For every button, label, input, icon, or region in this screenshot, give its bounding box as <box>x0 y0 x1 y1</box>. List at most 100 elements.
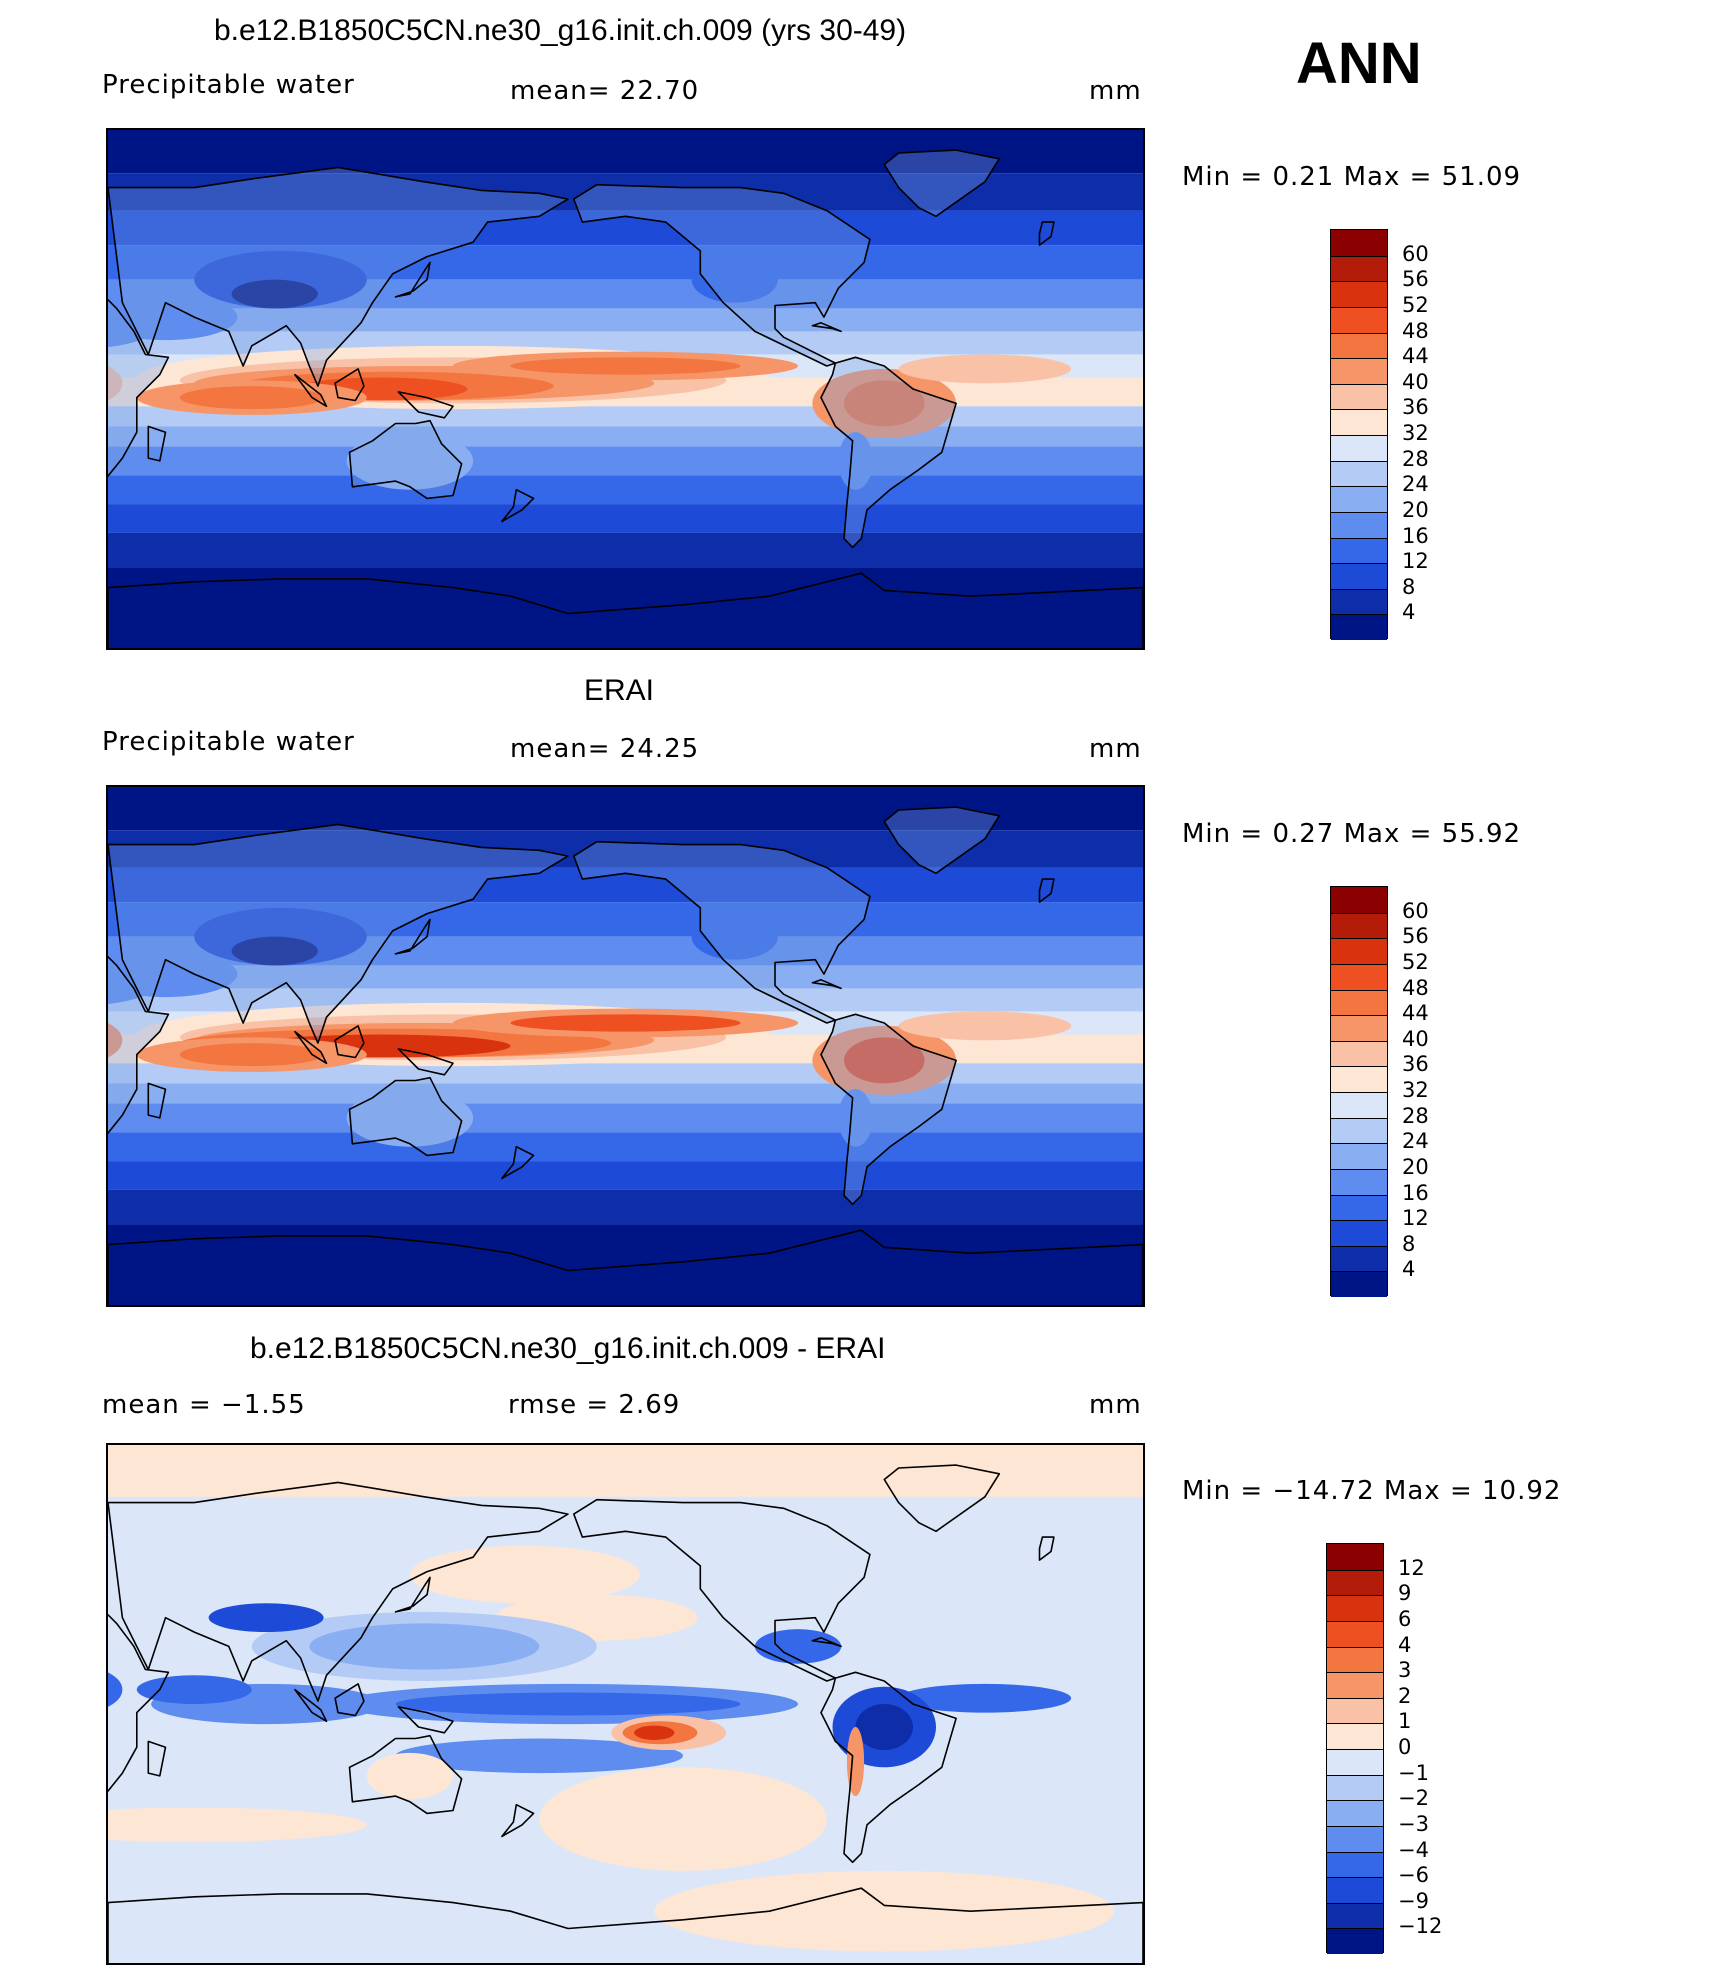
colorbar-swatch <box>1327 1749 1383 1775</box>
colorbar-swatch <box>1331 358 1387 384</box>
colorbar-swatch <box>1331 332 1387 359</box>
colorbar-tick-label: 52 <box>1402 949 1429 974</box>
colorbar-tick-label: −3 <box>1398 1811 1429 1836</box>
colorbar-swatch <box>1327 1928 1383 1954</box>
panel-1-variable-label: Precipitable water <box>102 70 355 100</box>
colorbar-swatch <box>1331 989 1387 1016</box>
colorbar-tick-label: 28 <box>1402 446 1429 471</box>
map-field <box>108 130 1143 648</box>
colorbar-tick-label: 20 <box>1402 497 1429 522</box>
colorbar-swatch <box>1327 1902 1383 1929</box>
colorbar-swatch <box>1331 460 1387 487</box>
colorbar-swatch <box>1331 1066 1387 1092</box>
colorbar-swatch <box>1327 1620 1383 1647</box>
colorbar-swatch <box>1327 1569 1383 1596</box>
colorbar-tick-label: 44 <box>1402 344 1429 369</box>
colorbar-tick-label: 24 <box>1402 1129 1429 1154</box>
colorbar-tick-label: 56 <box>1402 924 1429 949</box>
panel-2-mean-label: mean= 24.25 <box>510 734 700 764</box>
colorbar-tick-label: 60 <box>1402 898 1429 923</box>
colorbar-tick-label: 36 <box>1402 1052 1429 1077</box>
colorbar-swatch <box>1331 614 1387 640</box>
season-label: ANN <box>1296 31 1422 96</box>
colorbar-swatch <box>1331 563 1387 589</box>
colorbar-swatch <box>1331 1194 1387 1221</box>
colorbar-tick-label: −2 <box>1398 1786 1429 1811</box>
colorbar-tick-label: −9 <box>1398 1888 1429 1913</box>
colorbar-swatch <box>1327 1697 1383 1724</box>
colorbar-swatch <box>1331 963 1387 990</box>
colorbar-tick-label: 40 <box>1402 369 1429 394</box>
colorbar-tick-label: 4 <box>1402 1257 1416 1282</box>
colorbar-tick-label: 3 <box>1398 1658 1412 1683</box>
colorbar-tick-label: 24 <box>1402 472 1429 497</box>
colorbar-box <box>1326 1543 1384 1954</box>
colorbar-swatch <box>1331 486 1387 512</box>
panel-1-units-label: mm <box>1089 76 1142 106</box>
panel-2-map <box>106 785 1145 1307</box>
colorbar-tick-label: 2 <box>1398 1683 1412 1708</box>
colorbar-tick-label: 56 <box>1402 267 1429 292</box>
colorbar-tick-label: 32 <box>1402 421 1429 445</box>
colorbar-tick-label: 8 <box>1402 1231 1416 1256</box>
colorbar-tick-label: 6 <box>1398 1606 1412 1631</box>
colorbar-tick-label: −4 <box>1398 1837 1429 1862</box>
colorbar-swatch <box>1327 1774 1383 1801</box>
colorbar-swatch <box>1331 230 1387 256</box>
panel-1-mean-label: mean= 22.70 <box>510 76 700 106</box>
colorbar-swatch <box>1331 1271 1387 1297</box>
colorbar-swatch <box>1331 1245 1387 1272</box>
colorbar-tick-label: 20 <box>1402 1154 1429 1179</box>
panel-3-minmax: Min = −14.72 Max = 10.92 <box>1182 1476 1562 1506</box>
panel-1-title: b.e12.B1850C5CN.ne30_g16.init.ch.009 (yr… <box>214 14 907 47</box>
colorbar-swatch <box>1327 1800 1383 1826</box>
colorbar-swatch <box>1327 1544 1383 1570</box>
colorbar-swatch <box>1331 255 1387 282</box>
colorbar-swatch <box>1327 1851 1383 1878</box>
panel-2-minmax: Min = 0.27 Max = 55.92 <box>1182 819 1522 849</box>
colorbar-tick-label: −6 <box>1398 1863 1429 1888</box>
colorbar-swatch <box>1331 887 1387 913</box>
colorbar-tick-label: 16 <box>1402 523 1429 548</box>
colorbar-swatch <box>1327 1595 1383 1621</box>
panel-2-units-label: mm <box>1089 734 1142 764</box>
colorbar-box <box>1330 229 1388 640</box>
colorbar-swatch <box>1331 281 1387 307</box>
panel-3-map <box>106 1443 1145 1965</box>
colorbar-swatch <box>1331 1040 1387 1067</box>
colorbar-tick-label: 48 <box>1402 975 1429 1000</box>
colorbar-tick-label: 4 <box>1402 600 1416 625</box>
colorbar-swatch <box>1331 1015 1387 1041</box>
colorbar-tick-label: 8 <box>1402 574 1416 599</box>
map-field <box>108 1445 1143 1963</box>
colorbar-swatch <box>1331 1092 1387 1118</box>
panel-1-map <box>106 128 1145 650</box>
colorbar-swatch <box>1331 912 1387 939</box>
colorbar-tick-label: 52 <box>1402 292 1429 317</box>
colorbar-tick-label: 1 <box>1398 1709 1412 1734</box>
colorbar-tick-label: 4 <box>1398 1632 1412 1657</box>
colorbar-swatch <box>1331 1117 1387 1144</box>
panel-2-variable-label: Precipitable water <box>102 727 355 757</box>
colorbar-swatch <box>1331 1168 1387 1195</box>
colorbar-tick-label: 40 <box>1402 1026 1429 1051</box>
colorbar-swatch <box>1331 537 1387 564</box>
colorbar-swatch <box>1331 409 1387 435</box>
colorbar-tick-label: 48 <box>1402 318 1429 343</box>
colorbar-tick-label: 12 <box>1402 1206 1429 1231</box>
colorbar-swatch <box>1327 1723 1383 1749</box>
colorbar-tick-label: 0 <box>1398 1735 1412 1759</box>
colorbar-box <box>1330 886 1388 1297</box>
colorbar-swatch <box>1331 383 1387 410</box>
colorbar-swatch <box>1331 435 1387 461</box>
panel-3-mean-label: mean = −1.55 <box>102 1390 306 1420</box>
colorbar-swatch <box>1327 1646 1383 1673</box>
colorbar-swatch <box>1327 1825 1383 1852</box>
colorbar-tick-label: 9 <box>1398 1581 1412 1606</box>
colorbar-swatch <box>1331 306 1387 333</box>
map-field <box>108 787 1143 1305</box>
panel-1-minmax: Min = 0.21 Max = 51.09 <box>1182 162 1522 192</box>
colorbar-tick-label: 36 <box>1402 395 1429 420</box>
panel-3-title: b.e12.B1850C5CN.ne30_g16.init.ch.009 - E… <box>250 1332 886 1365</box>
panel-2-title: ERAI <box>584 674 655 707</box>
